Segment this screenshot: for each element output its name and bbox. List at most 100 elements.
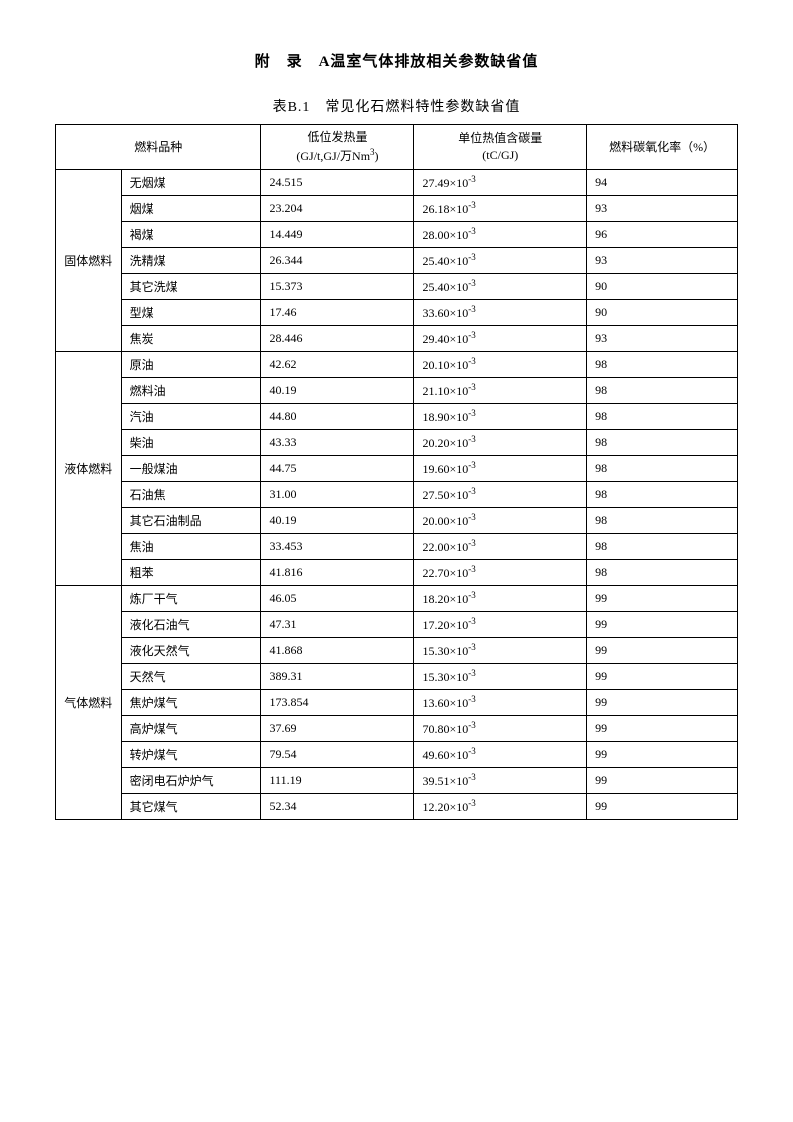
carbon-content-cell: 39.51×10-3 xyxy=(414,767,587,793)
table-row: 其它洗煤15.37325.40×10-390 xyxy=(56,273,738,299)
table-row: 焦炭28.44629.40×10-393 xyxy=(56,325,738,351)
oxidation-rate-cell: 98 xyxy=(587,559,738,585)
carbon-content-cell: 29.40×10-3 xyxy=(414,325,587,351)
carbon-exponent: -3 xyxy=(468,512,476,522)
carbon-exponent: -3 xyxy=(468,616,476,626)
heating-value-cell: 41.816 xyxy=(261,559,414,585)
table-row: 粗苯41.81622.70×10-398 xyxy=(56,559,738,585)
fuel-name-cell: 天然气 xyxy=(121,663,261,689)
oxidation-rate-cell: 98 xyxy=(587,429,738,455)
fuel-name-cell: 焦油 xyxy=(121,533,261,559)
carbon-base: 15.30×10 xyxy=(422,644,468,658)
heating-value-cell: 33.453 xyxy=(261,533,414,559)
table-row: 焦炉煤气173.85413.60×10-399 xyxy=(56,689,738,715)
table-row: 密闭电石炉炉气111.1939.51×10-399 xyxy=(56,767,738,793)
oxidation-rate-cell: 99 xyxy=(587,715,738,741)
fuel-name-cell: 石油焦 xyxy=(121,481,261,507)
table-row: 石油焦31.0027.50×10-398 xyxy=(56,481,738,507)
table-row: 其它石油制品40.1920.00×10-398 xyxy=(56,507,738,533)
heating-value-cell: 23.204 xyxy=(261,195,414,221)
oxidation-rate-cell: 96 xyxy=(587,221,738,247)
table-row: 烟煤23.20426.18×10-393 xyxy=(56,195,738,221)
carbon-content-cell: 27.49×10-3 xyxy=(414,169,587,195)
oxidation-rate-cell: 99 xyxy=(587,585,738,611)
oxidation-rate-cell: 98 xyxy=(587,455,738,481)
table-row: 气体燃料炼厂干气46.0518.20×10-399 xyxy=(56,585,738,611)
carbon-exponent: -3 xyxy=(468,304,476,314)
category-cell: 液体燃料 xyxy=(56,351,122,585)
carbon-base: 20.10×10 xyxy=(422,358,468,372)
heating-value-cell: 79.54 xyxy=(261,741,414,767)
table-row: 转炉煤气79.5449.60×10-399 xyxy=(56,741,738,767)
carbon-exponent: -3 xyxy=(468,226,476,236)
carbon-exponent: -3 xyxy=(468,174,476,184)
heating-value-cell: 44.75 xyxy=(261,455,414,481)
table-row: 型煤17.4633.60×10-390 xyxy=(56,299,738,325)
carbon-exponent: -3 xyxy=(468,564,476,574)
carbon-exponent: -3 xyxy=(468,798,476,808)
carbon-content-cell: 20.10×10-3 xyxy=(414,351,587,377)
carbon-base: 70.80×10 xyxy=(422,722,468,736)
carbon-base: 27.49×10 xyxy=(422,176,468,190)
carbon-base: 26.18×10 xyxy=(422,202,468,216)
fuel-name-cell: 型煤 xyxy=(121,299,261,325)
fuel-parameters-table: 燃料品种 低位发热量 (GJ/t,GJ/万Nm3) 单位热值含碳量 (tC/GJ… xyxy=(55,124,738,820)
carbon-base: 25.40×10 xyxy=(422,254,468,268)
fuel-name-cell: 炼厂干气 xyxy=(121,585,261,611)
carbon-exponent: -3 xyxy=(468,382,476,392)
oxidation-rate-cell: 93 xyxy=(587,325,738,351)
header-oxidation-rate: 燃料碳氧化率（%） xyxy=(587,125,738,170)
heating-value-cell: 111.19 xyxy=(261,767,414,793)
carbon-content-cell: 20.00×10-3 xyxy=(414,507,587,533)
oxidation-rate-cell: 99 xyxy=(587,611,738,637)
oxidation-rate-cell: 99 xyxy=(587,767,738,793)
carbon-content-cell: 22.00×10-3 xyxy=(414,533,587,559)
carbon-exponent: -3 xyxy=(468,486,476,496)
heating-value-cell: 28.446 xyxy=(261,325,414,351)
carbon-content-cell: 28.00×10-3 xyxy=(414,221,587,247)
carbon-base: 21.10×10 xyxy=(422,384,468,398)
header-carbon-content: 单位热值含碳量 (tC/GJ) xyxy=(414,125,587,170)
header-heating-value: 低位发热量 (GJ/t,GJ/万Nm3) xyxy=(261,125,414,170)
heating-value-cell: 44.80 xyxy=(261,403,414,429)
oxidation-rate-cell: 99 xyxy=(587,689,738,715)
carbon-content-cell: 25.40×10-3 xyxy=(414,247,587,273)
carbon-exponent: -3 xyxy=(468,668,476,678)
carbon-base: 12.20×10 xyxy=(422,800,468,814)
fuel-name-cell: 其它石油制品 xyxy=(121,507,261,533)
heating-value-cell: 43.33 xyxy=(261,429,414,455)
header-fuel-type: 燃料品种 xyxy=(56,125,261,170)
oxidation-rate-cell: 90 xyxy=(587,299,738,325)
header-carbon-label: 单位热值含碳量 xyxy=(458,131,542,145)
heating-value-cell: 40.19 xyxy=(261,377,414,403)
table-row: 液体燃料原油42.6220.10×10-398 xyxy=(56,351,738,377)
page-title: 附 录 A温室气体排放相关参数缺省值 xyxy=(55,50,738,71)
table-row: 固体燃料无烟煤24.51527.49×10-394 xyxy=(56,169,738,195)
carbon-content-cell: 33.60×10-3 xyxy=(414,299,587,325)
carbon-content-cell: 19.60×10-3 xyxy=(414,455,587,481)
header-heating-unit-prefix: (GJ/t,GJ/万Nm xyxy=(296,149,370,163)
heating-value-cell: 15.373 xyxy=(261,273,414,299)
carbon-base: 27.50×10 xyxy=(422,488,468,502)
carbon-exponent: -3 xyxy=(468,330,476,340)
table-row: 褐煤14.44928.00×10-396 xyxy=(56,221,738,247)
heating-value-cell: 173.854 xyxy=(261,689,414,715)
table-row: 高炉煤气37.6970.80×10-399 xyxy=(56,715,738,741)
carbon-base: 15.30×10 xyxy=(422,670,468,684)
heating-value-cell: 26.344 xyxy=(261,247,414,273)
carbon-exponent: -3 xyxy=(468,746,476,756)
carbon-base: 19.60×10 xyxy=(422,462,468,476)
oxidation-rate-cell: 99 xyxy=(587,741,738,767)
header-heating-unit-suffix: ) xyxy=(375,149,379,163)
carbon-exponent: -3 xyxy=(468,538,476,548)
heating-value-cell: 41.868 xyxy=(261,637,414,663)
heating-value-cell: 17.46 xyxy=(261,299,414,325)
heating-value-cell: 37.69 xyxy=(261,715,414,741)
header-carbon-unit: (tC/GJ) xyxy=(482,148,518,162)
table-row: 汽油44.8018.90×10-398 xyxy=(56,403,738,429)
carbon-exponent: -3 xyxy=(468,590,476,600)
carbon-content-cell: 27.50×10-3 xyxy=(414,481,587,507)
oxidation-rate-cell: 99 xyxy=(587,793,738,819)
oxidation-rate-cell: 98 xyxy=(587,481,738,507)
table-header: 燃料品种 低位发热量 (GJ/t,GJ/万Nm3) 单位热值含碳量 (tC/GJ… xyxy=(56,125,738,170)
